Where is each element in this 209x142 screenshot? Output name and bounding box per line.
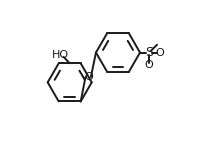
Text: O: O (84, 72, 93, 82)
Text: O: O (145, 60, 154, 70)
Text: S: S (145, 46, 153, 59)
Text: O: O (155, 48, 164, 58)
Text: HO: HO (52, 51, 69, 60)
